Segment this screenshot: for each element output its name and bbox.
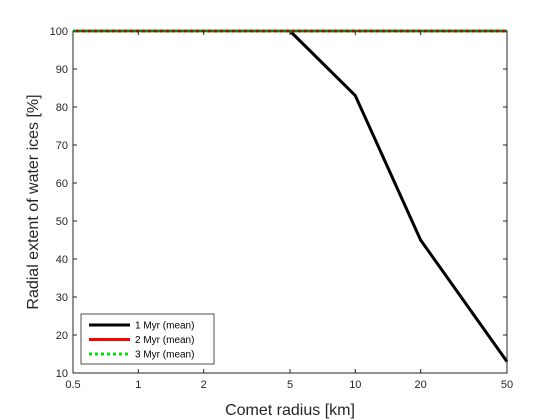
y-tick-label: 10 [56, 368, 68, 380]
y-axis-title: Radial extent of water ices [%] [25, 94, 42, 309]
ticks-layer [72, 30, 508, 374]
x-tick-label: 1 [135, 379, 141, 391]
y-tick-label: 100 [50, 26, 68, 38]
legend: 1 Myr (mean) 2 Myr (mean) 3 Myr (mean) [80, 313, 215, 365]
x-tick-label: 2 [201, 379, 207, 391]
legend-label-2: 2 Myr (mean) [135, 335, 194, 346]
y-tick-label: 20 [56, 330, 68, 342]
y-tick-label: 60 [56, 178, 68, 190]
x-tick-label: 0.5 [65, 379, 80, 391]
x-tick-label: 10 [349, 379, 361, 391]
y-tick-label: 80 [56, 102, 68, 114]
x-tick-label: 20 [415, 379, 427, 391]
y-tick-label: 30 [56, 292, 68, 304]
x-tick-label: 50 [501, 379, 513, 391]
legend-label-3: 3 Myr (mean) [135, 350, 194, 361]
tick-labels-layer: 0.5 1 2 5 10 20 50 10 20 30 40 50 60 70 80 90 100 [50, 26, 513, 391]
y-tick-label: 90 [56, 64, 68, 76]
y-tick-label: 40 [56, 254, 68, 266]
y-tick-label: 50 [56, 216, 68, 228]
y-tick-label: 70 [56, 140, 68, 152]
x-axis-title: Comet radius [km] [225, 402, 355, 419]
legend-label-1: 1 Myr (mean) [135, 321, 194, 332]
x-tick-label: 5 [287, 379, 293, 391]
